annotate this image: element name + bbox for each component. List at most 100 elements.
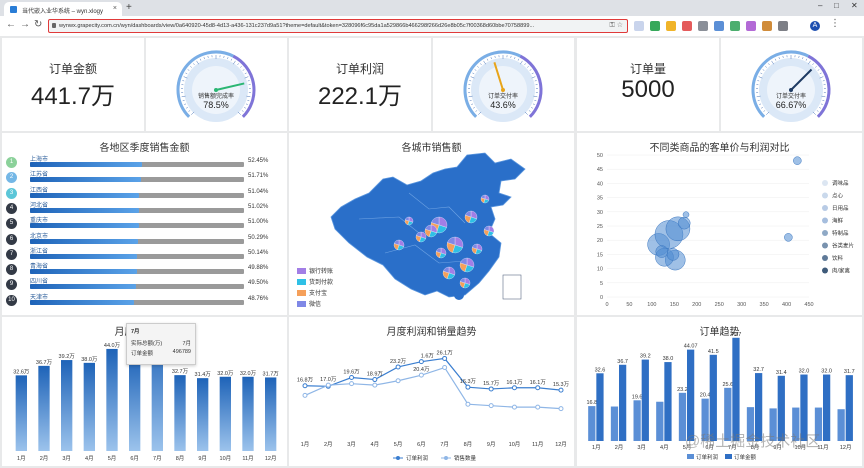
close-window-icon[interactable]: ✕ <box>851 1 858 10</box>
legend-item[interactable]: 微信 <box>297 299 321 308</box>
extension-icon[interactable] <box>714 21 724 31</box>
gauge-tick <box>242 69 245 71</box>
bar <box>656 401 664 441</box>
order-trend-chart[interactable]: 16.8 32.6 1月 36.7 2月 19.6 39.2 3月 38.0 4月 23.2 44.0… <box>577 317 862 466</box>
gauge-tick <box>227 57 229 60</box>
extension-icon[interactable] <box>634 21 644 31</box>
extension-icon[interactable] <box>698 21 708 31</box>
minimize-icon[interactable]: – <box>818 1 823 10</box>
china-map[interactable] <box>289 133 574 315</box>
bar <box>755 373 763 441</box>
gauge-tick <box>808 60 811 65</box>
rank-badge: 3 <box>6 187 17 199</box>
data-label: 15.3万 <box>553 381 570 388</box>
legend-swatch <box>297 279 306 286</box>
extension-icon[interactable] <box>666 21 676 31</box>
bar <box>83 362 95 451</box>
legend-swatch <box>444 456 448 460</box>
extension-icon[interactable] <box>746 21 756 31</box>
data-point <box>511 404 517 410</box>
bar <box>701 398 709 441</box>
bar-value: 48.76% <box>248 295 269 302</box>
gauge-tick <box>191 111 195 115</box>
data-point <box>372 382 378 388</box>
maximize-icon[interactable]: □ <box>834 1 839 10</box>
region-row: 2 江苏省 51.71% <box>2 170 287 184</box>
map-pie-slice <box>460 257 468 266</box>
monthly-sales-chart[interactable]: 32.6万1月36.7万2月39.2万3月38.0万4月44.0万5月41.5万… <box>2 317 287 466</box>
region-row: 1 上海市 52.45% <box>2 155 287 169</box>
data-point <box>465 384 471 390</box>
gauge-tick <box>758 76 763 79</box>
rank-badge: 2 <box>6 172 17 184</box>
address-bar[interactable]: wynwx.grapecity.com.cn/wyn/dashboards/vi… <box>48 19 628 33</box>
tooltip-value: 496789 <box>172 349 191 355</box>
extension-icon[interactable] <box>650 21 660 31</box>
forward-icon[interactable]: → <box>20 19 30 30</box>
data-label: 36.7万 <box>36 359 53 366</box>
legend-swatch <box>822 255 828 261</box>
data-label: 31.7万 <box>263 370 280 377</box>
gauge-tick <box>245 103 248 105</box>
bar <box>678 392 687 441</box>
bar-value: 51.71% <box>248 173 269 180</box>
legend-item[interactable]: 银行转账 <box>297 266 333 275</box>
gauge-tick <box>774 58 777 61</box>
map-pie-slice <box>472 243 478 250</box>
bar-value: 51.00% <box>248 219 269 226</box>
data-point <box>372 377 378 383</box>
legend-swatch <box>822 267 828 274</box>
extension-icon[interactable] <box>762 21 772 31</box>
bookmark-star-icon[interactable]: ⚿ ☆ <box>606 21 623 30</box>
legend-label: 日用品 <box>832 205 849 212</box>
close-tab-icon[interactable]: × <box>112 5 117 12</box>
gauge-hub <box>789 88 793 92</box>
x-tick-label: 150 <box>670 302 679 308</box>
legend-item[interactable]: 支付宝 <box>297 288 327 297</box>
extension-icon[interactable] <box>682 21 692 31</box>
avatar[interactable]: A <box>810 21 820 31</box>
x-tick-label: 10月 <box>795 444 807 451</box>
extension-icon[interactable] <box>730 21 740 31</box>
browser-tab[interactable]: 当代嵌入业华系统 – wyn.xlogy × <box>4 2 122 16</box>
x-tick-label: 6月 <box>705 444 714 451</box>
gauge-arc <box>807 54 831 118</box>
rank-badge: 7 <box>6 248 17 260</box>
reload-icon[interactable]: ↻ <box>34 19 43 30</box>
x-tick-label: 10月 <box>220 455 232 462</box>
map-pie-slice <box>405 216 410 222</box>
data-point <box>418 372 424 378</box>
bar-fill <box>30 238 138 244</box>
extension-icon[interactable] <box>778 21 788 31</box>
back-icon[interactable]: ← <box>6 19 16 30</box>
gauge-tick <box>532 103 535 105</box>
bar <box>15 375 27 451</box>
gauge-tick <box>771 60 774 65</box>
gauge-tick <box>470 76 475 79</box>
scatter-chart[interactable]: 0 5 10 15 20 25 30 35 40 45 50 0 50 100 150 200 250 300 35… <box>577 133 862 315</box>
gauge-tick <box>247 99 250 102</box>
legend-swatch <box>396 456 400 460</box>
map-pie-slice <box>416 231 422 238</box>
legend-item[interactable]: 货到付款 <box>297 277 333 286</box>
x-tick-label: 5月 <box>108 455 117 462</box>
x-tick-label: 350 <box>760 302 769 308</box>
rank-badge: 4 <box>6 202 17 214</box>
rank-badge: 6 <box>6 233 17 245</box>
menu-icon[interactable]: ⋮ <box>830 18 840 29</box>
bar <box>596 373 604 441</box>
gauge-tick <box>534 99 537 102</box>
gauge-tick <box>193 63 195 66</box>
trend-line-chart[interactable]: 16.8万 19.6万 18.9万 23.2万 26.1万 16.3万 15.7万 16.1万… <box>289 317 574 466</box>
gauge-tick <box>196 60 199 65</box>
new-tab-button[interactable]: + <box>126 2 132 13</box>
map-pie-slice <box>481 194 486 200</box>
bar <box>709 354 717 441</box>
data-point <box>535 404 541 410</box>
data-label: 23.2万 <box>390 358 407 365</box>
bar-value: 51.02% <box>248 203 269 210</box>
bar-value: 49.88% <box>248 265 269 272</box>
legend-swatch <box>822 192 828 199</box>
bar-fill <box>30 223 140 229</box>
y-tick-label: 50 <box>597 153 603 159</box>
